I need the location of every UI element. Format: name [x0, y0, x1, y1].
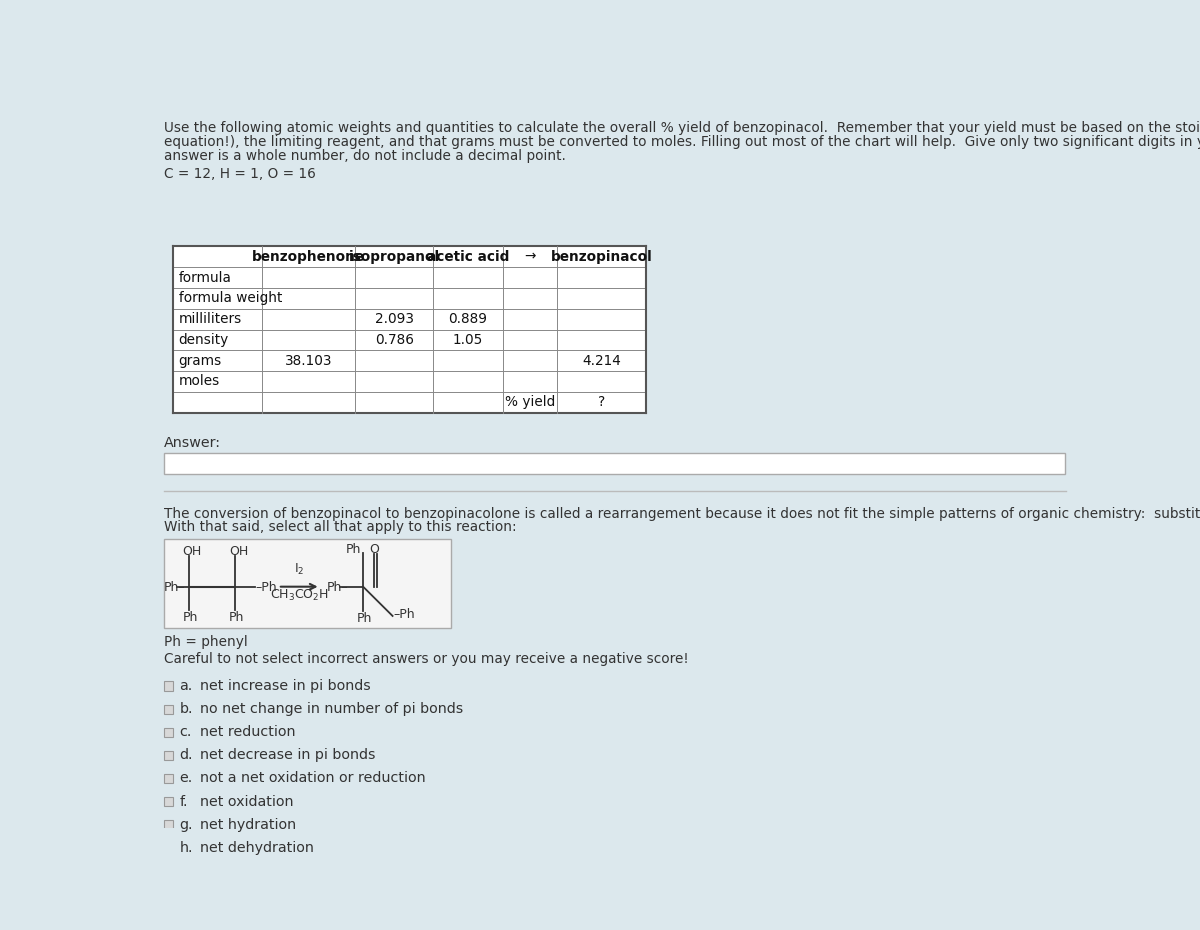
Bar — [164, 844, 173, 852]
Bar — [164, 820, 173, 830]
Bar — [164, 682, 173, 691]
Text: 0.786: 0.786 — [374, 333, 414, 347]
Text: equation!), the limiting reagent, and that grams must be converted to moles. Fil: equation!), the limiting reagent, and th… — [164, 135, 1200, 149]
Text: Answer:: Answer: — [164, 436, 221, 450]
Text: 2.093: 2.093 — [374, 312, 414, 326]
Text: d.: d. — [180, 749, 193, 763]
Text: CH$_3$CO$_2$H: CH$_3$CO$_2$H — [270, 589, 329, 604]
Text: answer is a whole number, do not include a decimal point.: answer is a whole number, do not include… — [164, 149, 566, 163]
Text: Ph: Ph — [346, 543, 361, 556]
Text: net decrease in pi bonds: net decrease in pi bonds — [200, 749, 376, 763]
Text: % yield: % yield — [505, 395, 554, 409]
Text: 38.103: 38.103 — [286, 353, 332, 367]
Text: O: O — [370, 543, 379, 556]
Text: no net change in number of pi bonds: no net change in number of pi bonds — [200, 702, 463, 716]
Text: With that said, select all that apply to this reaction:: With that said, select all that apply to… — [164, 521, 516, 535]
Text: OH: OH — [229, 545, 248, 558]
Text: e.: e. — [180, 771, 193, 786]
Text: 1.05: 1.05 — [452, 333, 482, 347]
Text: →: → — [524, 250, 535, 264]
Text: 0.889: 0.889 — [449, 312, 487, 326]
Text: Ph: Ph — [229, 611, 245, 623]
Text: OH: OH — [182, 545, 202, 558]
Text: grams: grams — [179, 353, 222, 367]
Bar — [164, 751, 173, 760]
Text: benzophenone: benzophenone — [252, 250, 366, 264]
Text: b.: b. — [180, 702, 193, 716]
Text: formula weight: formula weight — [179, 291, 282, 305]
Bar — [164, 539, 451, 628]
Text: net dehydration: net dehydration — [200, 841, 314, 855]
Text: 4.214: 4.214 — [582, 353, 620, 367]
Bar — [164, 797, 173, 806]
Text: c.: c. — [180, 725, 192, 739]
Text: Ph–: Ph– — [326, 581, 348, 594]
Text: net hydration: net hydration — [200, 817, 296, 831]
Text: isopropanol: isopropanol — [348, 250, 439, 264]
Text: C = 12, H = 1, O = 16: C = 12, H = 1, O = 16 — [164, 167, 316, 181]
Text: moles: moles — [179, 375, 220, 389]
Text: –Ph: –Ph — [394, 608, 415, 621]
Text: density: density — [179, 333, 229, 347]
Text: ?: ? — [598, 395, 605, 409]
Text: f.: f. — [180, 794, 188, 808]
Text: net increase in pi bonds: net increase in pi bonds — [200, 679, 371, 693]
Text: not a net oxidation or reduction: not a net oxidation or reduction — [200, 771, 426, 786]
Text: The conversion of benzopinacol to benzopinacolone is called a rearrangement beca: The conversion of benzopinacol to benzop… — [164, 507, 1200, 521]
Text: a.: a. — [180, 679, 193, 693]
Text: milliliters: milliliters — [179, 312, 242, 326]
Text: Use the following atomic weights and quantities to calculate the overall % yield: Use the following atomic weights and qua… — [164, 121, 1200, 135]
Text: Ph: Ph — [182, 611, 198, 623]
Text: benzopinacol: benzopinacol — [551, 250, 653, 264]
Bar — [164, 727, 173, 737]
Text: Ph = phenyl: Ph = phenyl — [164, 635, 247, 649]
Text: net reduction: net reduction — [200, 725, 296, 739]
Text: g.: g. — [180, 817, 193, 831]
Text: h.: h. — [180, 841, 193, 855]
Bar — [173, 246, 646, 413]
Text: Ph: Ph — [356, 612, 372, 625]
Bar — [164, 453, 1064, 474]
Bar — [164, 774, 173, 783]
Text: Ph–: Ph– — [164, 581, 186, 594]
Text: Careful to not select incorrect answers or you may receive a negative score!: Careful to not select incorrect answers … — [164, 652, 689, 666]
Text: formula: formula — [179, 271, 232, 285]
Bar — [164, 705, 173, 713]
Text: net oxidation: net oxidation — [200, 794, 294, 808]
Text: I$_2$: I$_2$ — [294, 563, 305, 578]
Text: –Ph: –Ph — [256, 581, 277, 594]
Text: acetic acid: acetic acid — [426, 250, 509, 264]
